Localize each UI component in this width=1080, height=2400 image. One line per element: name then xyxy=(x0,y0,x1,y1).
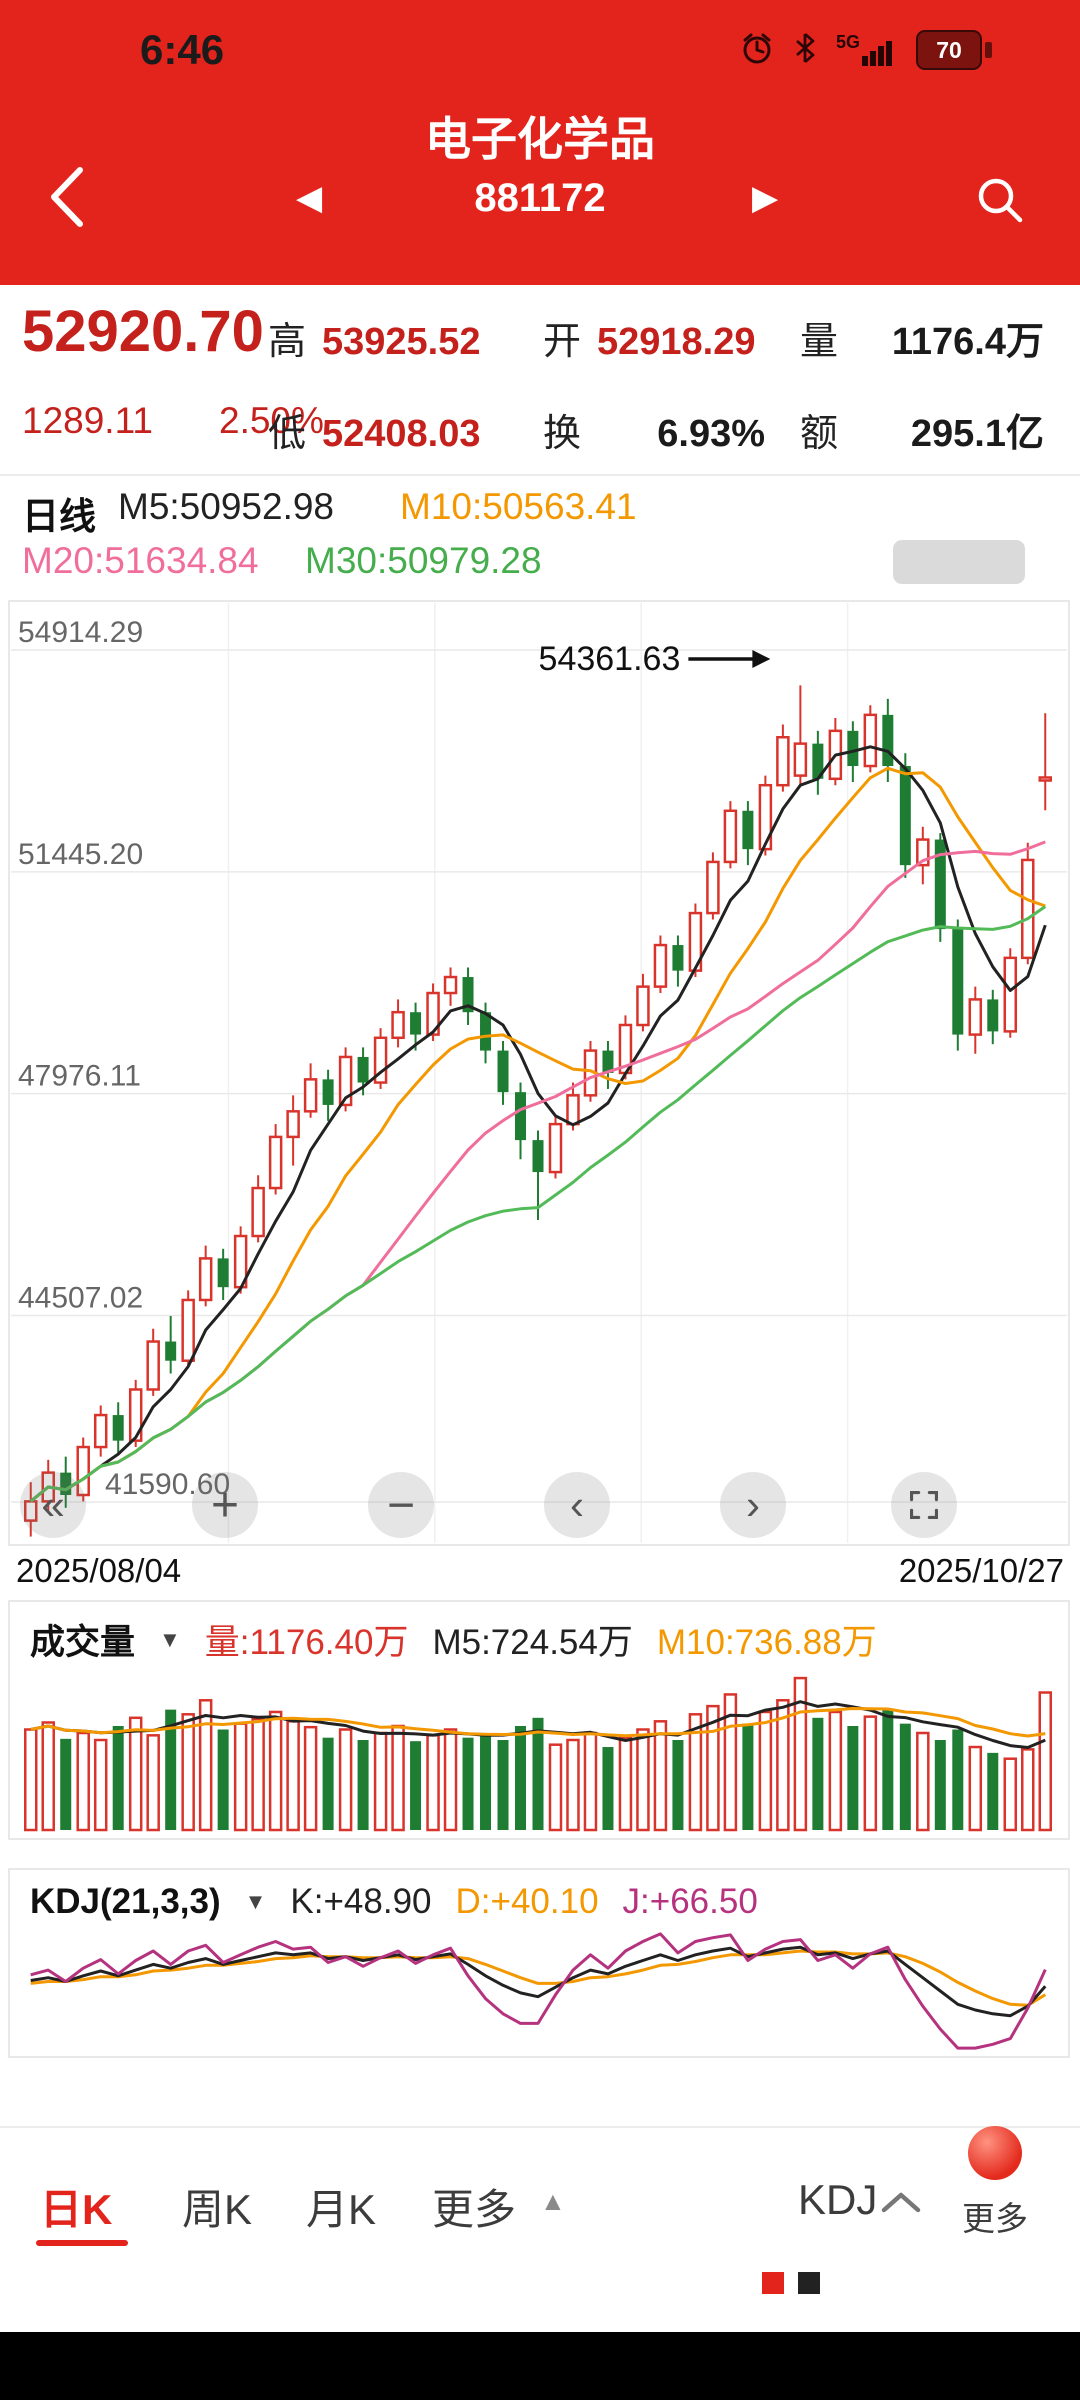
tab-more-periods[interactable]: 更多 xyxy=(432,2186,517,2233)
svg-text:5G: 5G xyxy=(836,32,860,52)
bluetooth-icon xyxy=(792,31,818,70)
tab-daily-k[interactable]: 日K xyxy=(40,2186,113,2233)
stock-title-block: 电子化学品 881172 xyxy=(340,108,740,226)
volume-m5: M5:724.54万 xyxy=(432,1623,633,1662)
volume-value: 量:1176.40万 xyxy=(204,1623,409,1662)
period-selector[interactable]: 日线 xyxy=(22,496,96,537)
fullscreen-button[interactable] xyxy=(891,1472,957,1538)
kdj-j-value: J:+66.50 xyxy=(622,1882,758,1921)
prev-stock-arrow[interactable]: ◀ xyxy=(296,179,323,217)
quote-turnover: 换 6.93% xyxy=(543,413,765,455)
svg-text:47976.11: 47976.11 xyxy=(18,1060,141,1093)
status-icons: 5G 70 xyxy=(740,30,992,70)
battery-icon: 70 xyxy=(916,30,992,70)
active-tab-underline xyxy=(36,2240,128,2246)
next-stock-arrow[interactable]: ▶ xyxy=(752,179,779,217)
candlestick-chart[interactable]: 54914.29 51445.20 47976.11 44507.02 41590.60… xyxy=(8,600,1070,1546)
quote-high: 高 53925.52 xyxy=(268,321,481,363)
kdj-k-value: K:+48.90 xyxy=(290,1882,432,1921)
pan-left-button[interactable]: « xyxy=(20,1472,86,1538)
date-start: 2025/08/04 xyxy=(16,1552,182,1589)
quote-volume: 量 1176.4万 xyxy=(800,321,1044,363)
volume-indicator-selector[interactable]: 成交量 xyxy=(30,1623,136,1662)
quote-amount: 额 295.1亿 xyxy=(800,413,1044,455)
zoom-in-button[interactable]: + xyxy=(192,1472,258,1538)
app-header: ◀ 电子化学品 881172 ▶ xyxy=(0,100,1080,285)
chevron-up-icon[interactable] xyxy=(880,2190,922,2219)
volume-chart[interactable] xyxy=(10,1658,1066,1843)
divider xyxy=(0,474,1080,476)
indicator-switch[interactable]: KDJ xyxy=(798,2176,878,2223)
ma20-value: M20:51634.84 xyxy=(22,540,259,581)
volume-m10: M10:736.88万 xyxy=(656,1623,877,1662)
tab-monthly-k[interactable]: 月K xyxy=(306,2186,377,2233)
ma30-value: M30:50979.28 xyxy=(305,540,542,581)
step-right-button[interactable]: › xyxy=(720,1472,786,1538)
current-price: 52920.70 xyxy=(22,299,264,364)
battery-percent: 70 xyxy=(936,36,962,63)
android-nav-bar xyxy=(0,2332,1080,2400)
back-button[interactable] xyxy=(44,164,94,235)
status-time: 6:46 xyxy=(140,26,225,73)
volume-pane: 成交量 ▼ 量:1176.40万 M5:724.54万 M10:736.88万 xyxy=(8,1600,1070,1840)
kdj-indicator-selector[interactable]: KDJ(21,3,3) xyxy=(30,1882,221,1921)
svg-text:44507.02: 44507.02 xyxy=(18,1282,143,1315)
kdj-d-value: D:+40.10 xyxy=(455,1882,599,1921)
floating-action-ball[interactable] xyxy=(968,2126,1022,2180)
svg-text:54361.63: 54361.63 xyxy=(539,640,681,678)
page-dot-active xyxy=(762,2272,784,2294)
divider xyxy=(0,2126,1080,2128)
tab-weekly-k[interactable]: 周K xyxy=(182,2186,253,2233)
dropdown-icon[interactable]: ▼ xyxy=(244,1889,267,1914)
alarm-icon xyxy=(740,31,774,70)
ma5-value: M5:50952.98 xyxy=(118,486,335,527)
dropdown-icon[interactable]: ▼ xyxy=(159,1626,181,1652)
status-bar: 6:46 5G 70 xyxy=(0,0,1080,100)
price-change: 1289.11 2.50% xyxy=(22,400,324,441)
date-end: 2025/10/27 xyxy=(898,1552,1064,1589)
zoom-out-button[interactable]: − xyxy=(368,1472,434,1538)
quote-low: 低 52408.03 xyxy=(268,413,481,455)
quote-open: 开 52918.29 xyxy=(543,321,756,363)
kdj-chart[interactable] xyxy=(10,1924,1066,2061)
scroll-indicator xyxy=(893,540,1025,584)
more-right-label[interactable]: 更多 xyxy=(962,2200,1028,2237)
ma10-value: M10:50563.41 xyxy=(400,486,637,527)
search-icon[interactable] xyxy=(972,172,1028,233)
signal-5g-icon: 5G xyxy=(836,32,898,68)
step-left-button[interactable]: ‹ xyxy=(544,1472,610,1538)
expand-up-icon[interactable]: ▲ xyxy=(540,2186,566,2216)
stock-name: 电子化学品 xyxy=(425,113,655,165)
stock-code: 881172 xyxy=(474,176,606,220)
svg-text:41590.60: 41590.60 xyxy=(105,1468,230,1501)
svg-text:54914.29: 54914.29 xyxy=(18,616,143,649)
svg-text:51445.20: 51445.20 xyxy=(18,838,143,871)
kdj-pane: KDJ(21,3,3) ▼ K:+48.90 D:+40.10 J:+66.50 xyxy=(8,1868,1070,2058)
page-dot xyxy=(798,2272,820,2294)
